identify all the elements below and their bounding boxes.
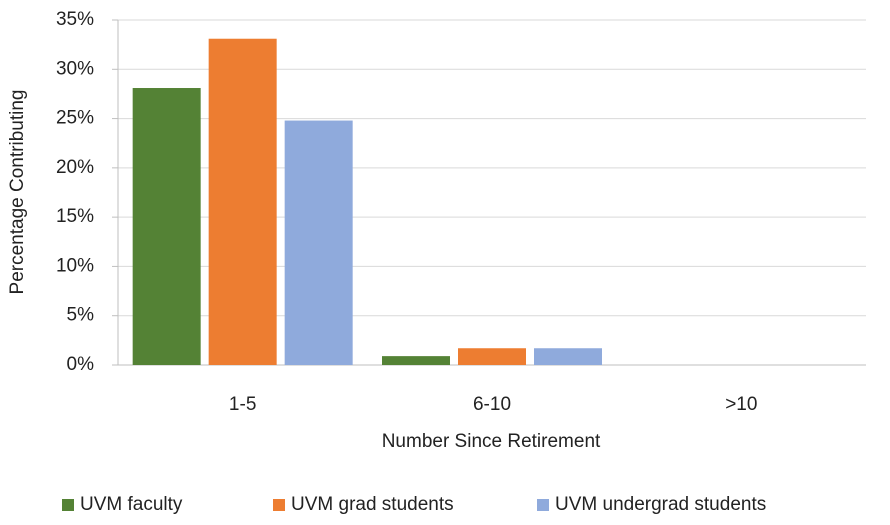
- legend-swatch: [537, 499, 549, 511]
- x-tick-label: >10: [725, 394, 757, 415]
- x-tick-label: 1-5: [229, 394, 256, 415]
- y-tick-label: 5%: [67, 305, 95, 326]
- bar: [534, 348, 602, 365]
- y-tick-label: 35%: [56, 9, 94, 30]
- bar: [208, 38, 277, 365]
- x-axis-title: Number Since Retirement: [382, 431, 601, 452]
- legend-label: UVM faculty: [80, 494, 183, 515]
- y-tick-label: 25%: [56, 108, 94, 129]
- bar: [458, 348, 526, 365]
- y-tick-label: 15%: [56, 206, 94, 227]
- y-axis-title: Percentage Contributing: [7, 90, 28, 295]
- y-tick-label: 0%: [67, 354, 95, 375]
- y-tick-label: 30%: [56, 58, 94, 79]
- bar: [132, 88, 201, 365]
- legend-label: UVM undergrad students: [555, 494, 766, 515]
- bar: [284, 120, 353, 366]
- x-tick-label: 6-10: [473, 394, 511, 415]
- legend-swatch: [273, 499, 285, 511]
- bar: [382, 356, 450, 365]
- y-tick-label: 20%: [56, 157, 94, 178]
- legend-swatch: [62, 499, 74, 511]
- legend-label: UVM grad students: [291, 494, 454, 515]
- y-tick-label: 10%: [56, 255, 94, 276]
